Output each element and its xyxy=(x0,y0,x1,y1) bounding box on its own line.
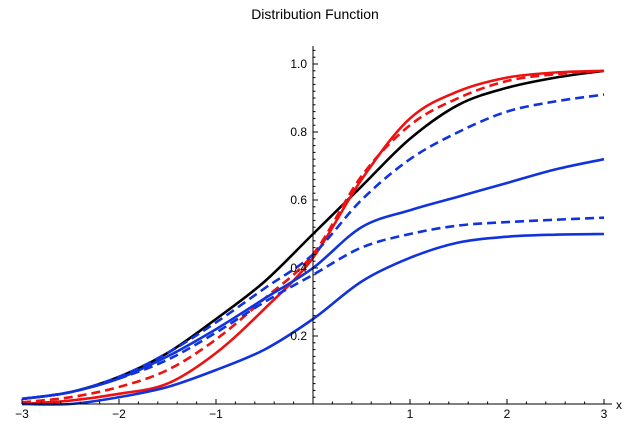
chart-title: Distribution Function xyxy=(251,6,379,22)
x-tick-label: 1 xyxy=(407,407,414,421)
series-line-6 xyxy=(21,216,605,401)
x-tick-label: −3 xyxy=(15,407,29,421)
x-axis-label: x xyxy=(616,398,622,412)
y-tick-label: 1.0 xyxy=(290,57,307,71)
x-tick-label: 2 xyxy=(504,407,511,421)
y-tick-label: 0.8 xyxy=(290,125,307,139)
y-tick-label: 0.4 xyxy=(290,261,307,275)
axes-layer xyxy=(22,46,612,405)
x-tick-label: −2 xyxy=(112,407,126,421)
y-tick-label: 0.6 xyxy=(290,193,307,207)
x-tick-label: −1 xyxy=(209,407,223,421)
y-tick-label: 0.2 xyxy=(290,329,307,343)
x-tick-label: 3 xyxy=(601,407,608,421)
ticks-layer: −3 −2 −1 1 2 3 0.2 0.4 0.6 0.8 1.0 xyxy=(15,49,608,421)
